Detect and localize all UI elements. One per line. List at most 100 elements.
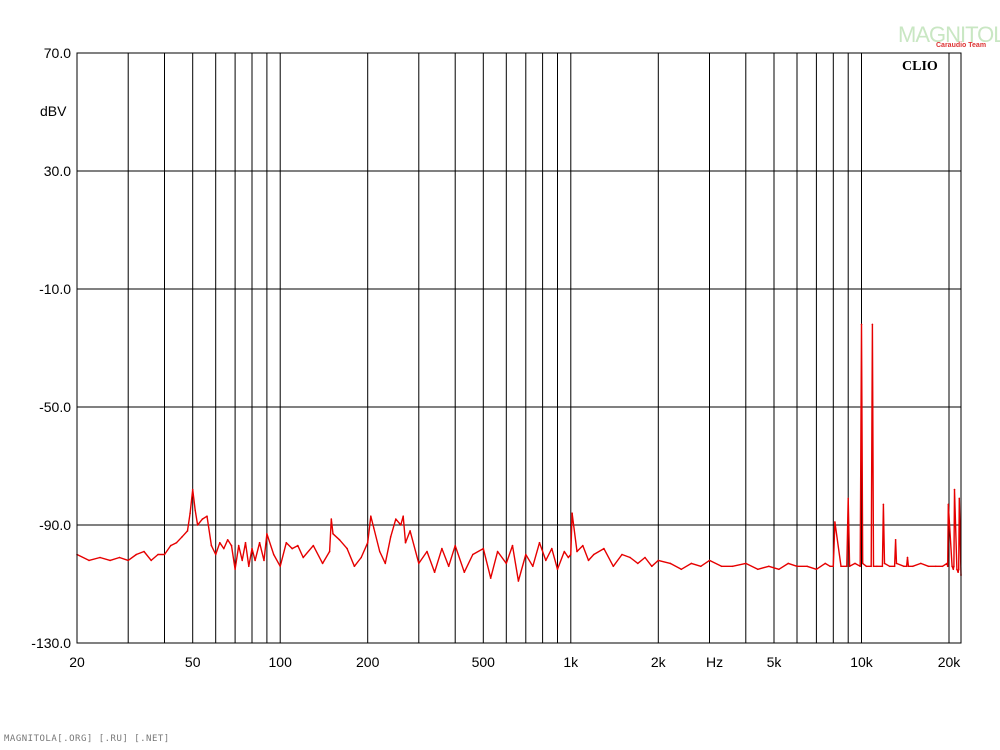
spectrum-data-point	[163, 553, 166, 556]
y-tick-label: -90.0	[39, 517, 71, 533]
spectrum-data-point	[532, 565, 534, 568]
clio-brand-badge: CLIO	[896, 55, 946, 74]
spectrum-data-point	[768, 565, 770, 568]
y-tick-label: 30.0	[44, 163, 71, 179]
spectrum-data-point	[859, 565, 861, 568]
spectrum-data-point	[567, 556, 570, 559]
spectrum-data-point	[433, 571, 436, 573]
y-axis-tick-labels: 70.0 30.0 -10.0 -50.0 -90.0 -130.0	[31, 45, 71, 651]
spectrum-data-point	[571, 512, 573, 514]
spectrum-data-point	[651, 565, 653, 568]
spectrum-data-point	[847, 497, 849, 500]
spectrum-data-point	[757, 568, 759, 571]
spectrum-data-point	[360, 556, 363, 559]
spectrum-data-point	[402, 515, 405, 517]
x-tick-label: 50	[185, 654, 201, 670]
spectrum-data-point	[353, 565, 356, 568]
spectrum-data-point	[186, 530, 189, 532]
spectrum-data-point	[251, 547, 253, 550]
spectrum-data-point	[328, 550, 331, 553]
spectrum-data-point	[370, 515, 372, 517]
spectrum-data-point	[778, 568, 780, 571]
spectrum-data-point	[870, 565, 872, 568]
y-axis-unit-label: dBV	[40, 103, 67, 119]
spectrum-data-point	[248, 565, 250, 568]
footer-watermark-text: MAGNITOLA[.ORG] [.RU] [.NET]	[4, 734, 170, 744]
spectrum-data-point	[219, 541, 221, 544]
spectrum-data-point	[888, 565, 891, 568]
watermark-logo-text: MAGNITOLA	[898, 22, 1000, 47]
spectrum-data-point	[338, 539, 341, 541]
spectrum-data-point	[848, 565, 851, 568]
chart-series-layer	[76, 323, 962, 582]
spectrum-data-point	[400, 524, 402, 526]
brand-label: CLIO	[902, 59, 938, 74]
spectrum-data-point	[947, 503, 950, 506]
spectrum-data-point	[302, 556, 305, 559]
spectrum-data-point	[463, 571, 466, 573]
spectrum-data-point	[258, 541, 261, 544]
spectrum-data-point	[263, 559, 265, 562]
spectrum-data-point	[201, 518, 204, 520]
spectrum-data-point	[629, 556, 631, 559]
spectrum-data-point	[118, 556, 121, 559]
spectrum-data-point	[720, 565, 723, 568]
spectrum-data-point	[169, 544, 172, 547]
spectrum-data-point	[366, 541, 369, 544]
spectrum-data-point	[832, 565, 835, 568]
spectrum-data-point	[279, 565, 282, 568]
spectrum-data-point	[865, 565, 868, 568]
spectrum-data-point	[946, 562, 948, 565]
spectrum-data-point	[373, 527, 375, 529]
spectrum-data-point	[905, 565, 908, 568]
spectrum-data-point	[920, 562, 922, 565]
spectrum-data-point	[906, 556, 909, 559]
spectrum-data-point	[472, 553, 474, 556]
spectrum-data-point	[266, 533, 268, 535]
spectrum-data-point	[441, 547, 443, 550]
spectrum-data-point	[637, 562, 639, 565]
spectrum-data-point	[517, 580, 520, 582]
spectrum-data-point	[840, 565, 842, 568]
spectrum-data-point	[846, 565, 848, 568]
spectrum-data-point	[244, 541, 247, 544]
spectrum-data-point	[872, 565, 875, 568]
spectrum-data-point	[181, 536, 183, 538]
spectrum-data-point	[953, 488, 956, 491]
spectrum-data-point	[409, 530, 411, 532]
spectrum-data-point	[511, 544, 514, 547]
spectrum-data-point	[834, 521, 836, 523]
spectrum-data-point	[644, 556, 646, 559]
y-tick-label: -50.0	[39, 399, 71, 415]
spectrum-data-point	[745, 562, 747, 565]
spectrum-data-point	[389, 536, 392, 538]
spectrum-data-point	[109, 559, 111, 562]
spectrum-data-point	[551, 547, 553, 550]
spectrum-data-point	[196, 524, 199, 526]
spectrum-data-point	[911, 565, 914, 568]
spectrum-data-point	[787, 562, 790, 565]
spectrum-data-point	[700, 565, 702, 568]
spectrum-data-point	[958, 497, 961, 500]
spectrum-data-point	[285, 541, 288, 544]
spectrum-data-point	[426, 550, 428, 553]
spectrum-data-point	[927, 565, 930, 568]
x-tick-label: 20	[69, 654, 85, 670]
spectrum-data-point	[418, 562, 420, 565]
spectrum-data-point	[871, 323, 874, 326]
spectrum-data-point	[291, 547, 294, 550]
spectrum-data-point	[143, 550, 145, 553]
spectrum-data-point	[882, 503, 885, 506]
x-tick-label: 1k	[563, 654, 579, 670]
spectrum-data-point	[570, 553, 572, 556]
spectrum-data-point	[505, 562, 508, 565]
spectrum-data-point	[330, 518, 333, 520]
spectrum-data-point	[272, 553, 275, 556]
spectrum-data-point	[191, 488, 194, 491]
y-tick-label: -130.0	[31, 635, 71, 651]
spectrum-data-point	[934, 565, 937, 568]
spectrum-data-point	[157, 553, 159, 556]
spectrum-data-point	[952, 568, 955, 571]
spectrum-data-point	[612, 565, 615, 568]
